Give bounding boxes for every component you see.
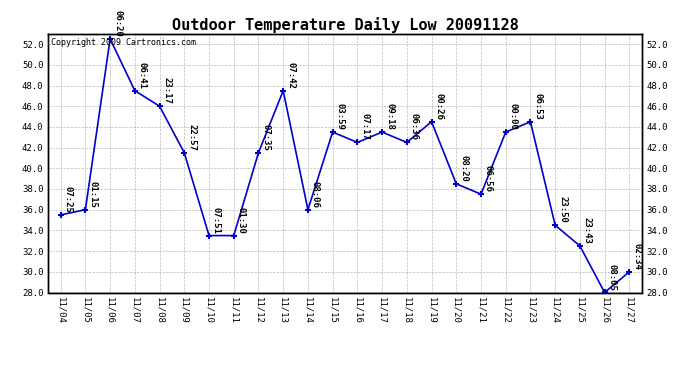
Text: 00:00: 00:00 [509,103,518,130]
Text: 23:50: 23:50 [558,196,567,223]
Text: 22:57: 22:57 [187,124,196,151]
Text: 06:36: 06:36 [410,114,419,140]
Text: 07:35: 07:35 [262,124,270,151]
Text: 07:17: 07:17 [360,114,369,140]
Text: 06:20: 06:20 [113,10,122,37]
Text: 07:25: 07:25 [63,186,72,213]
Text: 06:41: 06:41 [138,62,147,88]
Text: 06:53: 06:53 [533,93,542,120]
Title: Outdoor Temperature Daily Low 20091128: Outdoor Temperature Daily Low 20091128 [172,16,518,33]
Text: 01:15: 01:15 [88,181,97,208]
Text: 02:34: 02:34 [632,243,641,270]
Text: 06:56: 06:56 [484,165,493,192]
Text: 00:26: 00:26 [435,93,444,120]
Text: 07:42: 07:42 [286,62,295,88]
Text: Copyright 2009 Cartronics.com: Copyright 2009 Cartronics.com [51,38,196,46]
Text: 08:20: 08:20 [460,155,469,182]
Text: 09:18: 09:18 [385,103,394,130]
Text: 07:51: 07:51 [212,207,221,234]
Text: 08:05: 08:05 [608,264,617,290]
Text: 08:06: 08:06 [311,181,320,208]
Text: 23:43: 23:43 [583,217,592,244]
Text: 03:59: 03:59 [335,103,344,130]
Text: 23:17: 23:17 [163,77,172,104]
Text: 01:30: 01:30 [237,207,246,234]
